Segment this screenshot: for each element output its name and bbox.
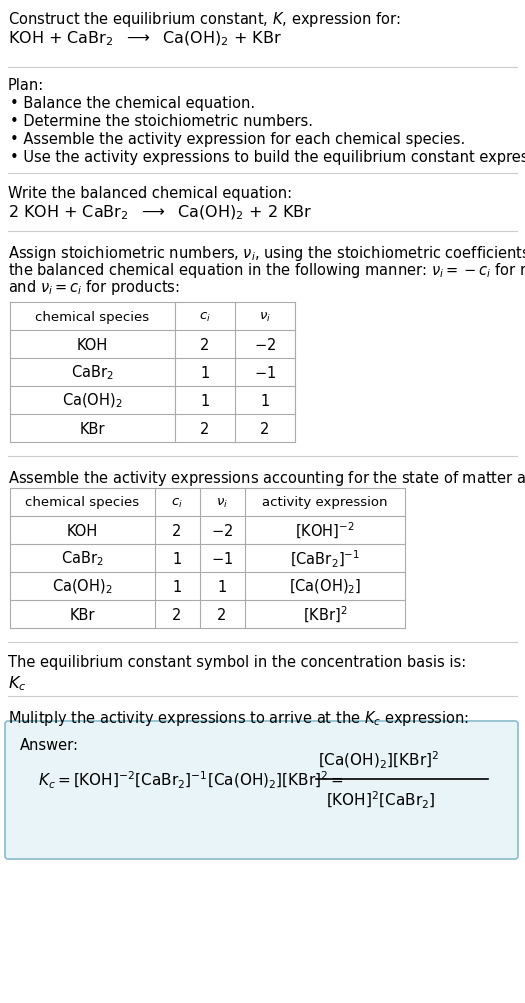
- Text: Assemble the activity expressions accounting for the state of matter and $\nu_i$: Assemble the activity expressions accoun…: [8, 468, 525, 487]
- Text: $[\mathrm{KBr}]^2$: $[\mathrm{KBr}]^2$: [303, 605, 348, 625]
- Text: KBr: KBr: [79, 421, 105, 436]
- Text: $c_i$: $c_i$: [171, 495, 183, 510]
- Text: Construct the equilibrium constant, $K$, expression for:: Construct the equilibrium constant, $K$,…: [8, 10, 401, 29]
- Text: $[\mathrm{KOH}]^2[\mathrm{CaBr_2}]$: $[\mathrm{KOH}]^2[\mathrm{CaBr_2}]$: [326, 788, 436, 809]
- Text: • Use the activity expressions to build the equilibrium constant expression.: • Use the activity expressions to build …: [10, 149, 525, 164]
- Text: 2: 2: [201, 421, 209, 436]
- Text: Plan:: Plan:: [8, 78, 44, 93]
- Text: $-1$: $-1$: [254, 365, 276, 380]
- Text: • Determine the stoichiometric numbers.: • Determine the stoichiometric numbers.: [10, 114, 313, 128]
- Text: Write the balanced chemical equation:: Write the balanced chemical equation:: [8, 186, 292, 201]
- Text: KBr: KBr: [69, 607, 94, 622]
- Text: Answer:: Answer:: [20, 737, 79, 752]
- Text: 1: 1: [201, 393, 209, 408]
- Text: 1: 1: [260, 393, 270, 408]
- Text: chemical species: chemical species: [35, 310, 149, 323]
- Text: activity expression: activity expression: [262, 496, 388, 509]
- Text: and $\nu_i = c_i$ for products:: and $\nu_i = c_i$ for products:: [8, 278, 180, 297]
- Text: The equilibrium constant symbol in the concentration basis is:: The equilibrium constant symbol in the c…: [8, 654, 466, 669]
- Text: KOH + CaBr$_2$  $\longrightarrow$  Ca(OH)$_2$ + KBr: KOH + CaBr$_2$ $\longrightarrow$ Ca(OH)$…: [8, 30, 282, 48]
- Text: 1: 1: [172, 579, 182, 594]
- Text: $[\mathrm{Ca(OH)_2}]$: $[\mathrm{Ca(OH)_2}]$: [289, 577, 361, 596]
- Text: $-2$: $-2$: [211, 523, 233, 539]
- Text: 1: 1: [172, 551, 182, 566]
- Text: • Balance the chemical equation.: • Balance the chemical equation.: [10, 96, 255, 111]
- Text: $\nu_i$: $\nu_i$: [259, 310, 271, 323]
- Text: 1: 1: [217, 579, 227, 594]
- Text: $-1$: $-1$: [211, 551, 233, 567]
- Text: 2: 2: [260, 421, 270, 436]
- Text: 2: 2: [172, 523, 182, 538]
- Text: $\nu_i$: $\nu_i$: [216, 495, 228, 510]
- Text: KOH: KOH: [76, 337, 108, 352]
- Text: 2: 2: [201, 337, 209, 352]
- Text: $[\mathrm{CaBr_2}]^{-1}$: $[\mathrm{CaBr_2}]^{-1}$: [290, 548, 360, 569]
- Text: Mulitply the activity expressions to arrive at the $K_c$ expression:: Mulitply the activity expressions to arr…: [8, 708, 469, 727]
- Text: Ca(OH)$_2$: Ca(OH)$_2$: [61, 391, 122, 410]
- Text: $-2$: $-2$: [254, 337, 276, 353]
- Text: CaBr$_2$: CaBr$_2$: [71, 363, 113, 382]
- Text: 1: 1: [201, 365, 209, 380]
- Text: $[\mathrm{KOH}]^{-2}$: $[\mathrm{KOH}]^{-2}$: [295, 521, 355, 541]
- Text: Assign stoichiometric numbers, $\nu_i$, using the stoichiometric coefficients, $: Assign stoichiometric numbers, $\nu_i$, …: [8, 244, 525, 263]
- Text: • Assemble the activity expression for each chemical species.: • Assemble the activity expression for e…: [10, 131, 465, 146]
- Text: $K_c$: $K_c$: [8, 673, 26, 692]
- Text: CaBr$_2$: CaBr$_2$: [60, 549, 103, 568]
- Text: 2 KOH + CaBr$_2$  $\longrightarrow$  Ca(OH)$_2$ + 2 KBr: 2 KOH + CaBr$_2$ $\longrightarrow$ Ca(OH…: [8, 204, 312, 223]
- Text: KOH: KOH: [66, 523, 98, 538]
- Text: $c_i$: $c_i$: [199, 310, 211, 323]
- Text: 2: 2: [217, 607, 227, 622]
- Text: $K_c = [\mathrm{KOH}]^{-2}[\mathrm{CaBr_2}]^{-1}[\mathrm{Ca(OH)_2}][\mathrm{KBr}: $K_c = [\mathrm{KOH}]^{-2}[\mathrm{CaBr_…: [38, 768, 344, 789]
- Text: the balanced chemical equation in the following manner: $\nu_i = -c_i$ for react: the balanced chemical equation in the fo…: [8, 261, 525, 280]
- FancyBboxPatch shape: [5, 721, 518, 860]
- Text: $[\mathrm{Ca(OH)_2}][\mathrm{KBr}]^2$: $[\mathrm{Ca(OH)_2}][\mathrm{KBr}]^2$: [318, 748, 439, 769]
- Text: chemical species: chemical species: [25, 496, 139, 509]
- Text: Ca(OH)$_2$: Ca(OH)$_2$: [51, 577, 112, 596]
- Text: 2: 2: [172, 607, 182, 622]
